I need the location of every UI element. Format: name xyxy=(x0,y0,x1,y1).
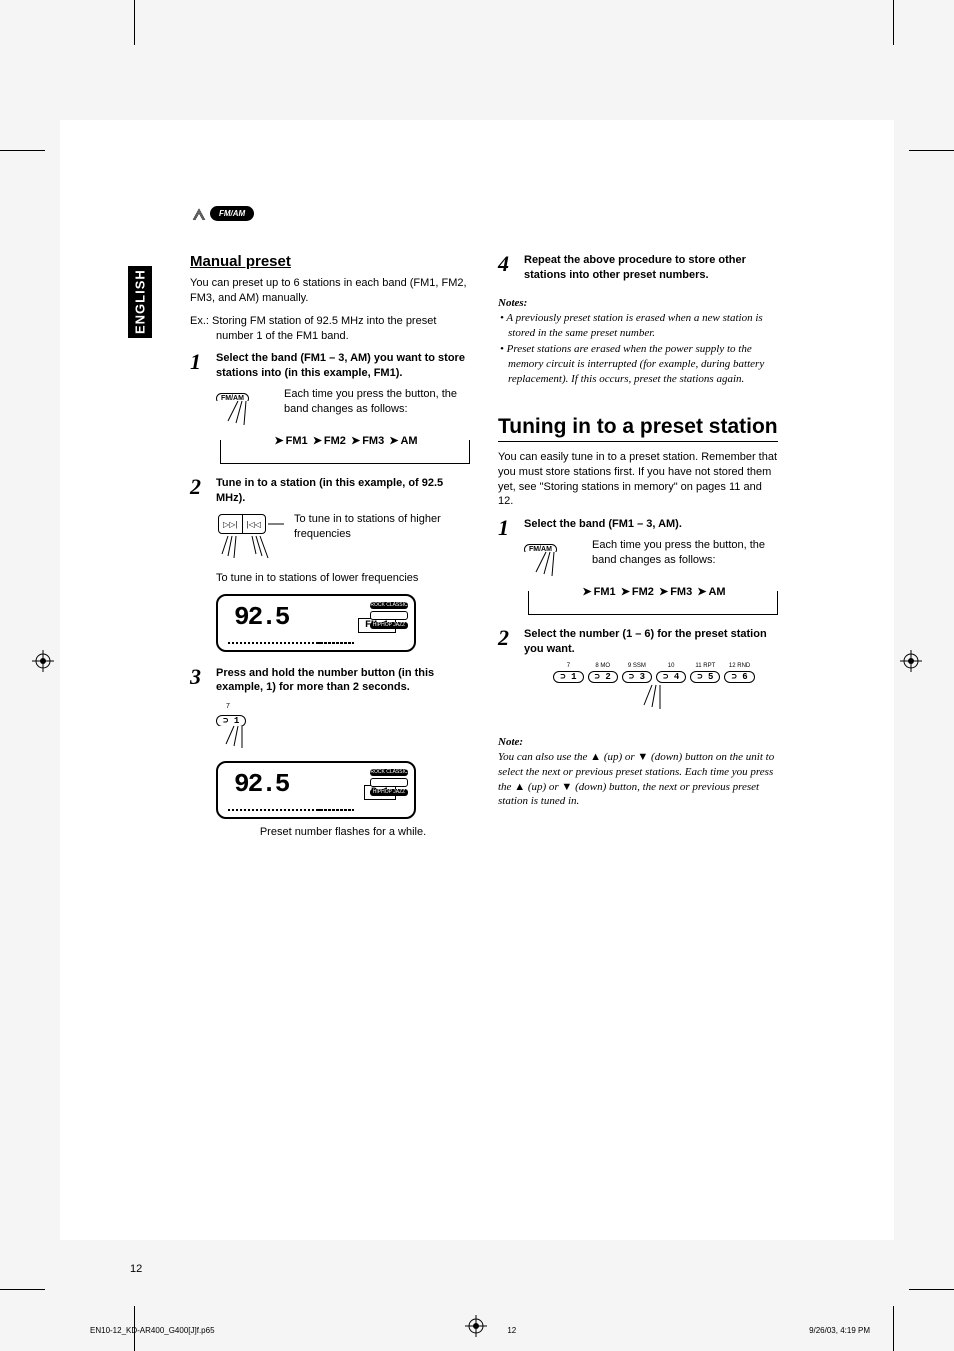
step-number: 2 xyxy=(498,627,516,718)
tune-higher-text: To tune in to stations of higher frequen… xyxy=(294,512,470,542)
step-number: 3 xyxy=(190,666,208,849)
r-step-1: 1 Select the band (FM1 – 3, AM). FM/AM E… xyxy=(498,517,778,619)
fm-am-button-illustration: FM/AM xyxy=(216,387,276,432)
cycle-am: AM xyxy=(708,586,725,598)
step-1: 1 Select the band (FM1 – 3, AM) you want… xyxy=(190,351,470,468)
language-tab: ENGLISH xyxy=(128,266,152,338)
step-number: 4 xyxy=(498,253,516,283)
crop-mark xyxy=(893,1306,894,1351)
manual-preset-heading: Manual preset xyxy=(190,253,470,270)
preset-label: 9 SSM xyxy=(628,663,646,669)
fm-am-badge: FM/AM xyxy=(210,206,254,221)
tuning-preset-intro: You can easily tune in to a preset stati… xyxy=(498,450,778,509)
tune-lower-text: To tune in to stations of lower frequenc… xyxy=(216,571,470,586)
preset-buttons-row: 7 ⊃ 1 8 MO ⊃ 2 9 SSM ⊃ 3 10 ⊃ 4 11 RPT ⊃ 5 12 RND ⊃… xyxy=(524,663,784,683)
step-4-heading: Repeat the above procedure to store othe… xyxy=(524,253,778,283)
display-panel-2: 92.5 P 1 ROCK CLASSIC HIPHOP JAZZ xyxy=(216,761,416,819)
step-number: 2 xyxy=(190,476,208,658)
fm-am-button-label: FM/AM xyxy=(216,393,249,401)
right-column: 4 Repeat the above procedure to store ot… xyxy=(498,253,778,848)
r-step-1-subtext: Each time you press the button, the band… xyxy=(592,538,778,568)
display-side-badges: ROCK CLASSIC HIPHOP JAZZ xyxy=(370,602,408,629)
step-3: 3 Press and hold the number button (in t… xyxy=(190,666,470,849)
antenna-icon xyxy=(192,207,206,221)
manual-preset-intro: You can preset up to 6 stations in each … xyxy=(190,276,470,306)
preset-button: ⊃ 1 xyxy=(553,671,583,683)
step-1-subtext: Each time you press the button, the band… xyxy=(284,387,470,417)
section-badge: FM/AM xyxy=(192,206,254,221)
crop-mark xyxy=(134,0,135,45)
cycle-fm3: FM3 xyxy=(362,435,384,447)
footer: EN10-12_KD-AR400_G400[J]f.p65 12 9/26/03… xyxy=(90,1326,870,1335)
step-number: 1 xyxy=(190,351,208,468)
cycle-am: AM xyxy=(400,435,417,447)
registration-mark-right xyxy=(900,650,922,672)
preset-label: 7 xyxy=(567,663,570,669)
step-3-caption: Preset number flashes for a while. xyxy=(216,825,470,840)
cycle-fm2: FM2 xyxy=(632,586,654,598)
crop-mark xyxy=(909,1289,954,1290)
preset-label: 8 MO xyxy=(595,663,610,669)
note-item: Preset stations are erased when the powe… xyxy=(508,342,778,387)
display-frequency: 92.5 xyxy=(234,602,288,632)
fm-am-button-illustration: FM/AM xyxy=(524,538,584,583)
footer-page: 12 xyxy=(507,1326,516,1335)
rocker-up: ▷▷| xyxy=(219,515,243,533)
cycle-fm2: FM2 xyxy=(324,435,346,447)
band-cycle-diagram: ➤FM1 ➤FM2 ➤FM3 ➤AM xyxy=(528,591,778,615)
cycle-fm1: FM1 xyxy=(286,435,308,447)
step-number: 1 xyxy=(498,517,516,619)
notes-list: A previously preset station is erased wh… xyxy=(498,311,778,387)
crop-mark xyxy=(893,0,894,45)
registration-mark-left xyxy=(32,650,54,672)
display-frequency: 92.5 xyxy=(234,769,288,799)
step-1-heading: Select the band (FM1 – 3, AM) you want t… xyxy=(216,351,470,381)
preset-button: ⊃ 4 xyxy=(656,671,686,683)
r-step-2: 2 Select the number (1 – 6) for the pres… xyxy=(498,627,778,718)
preset-button: ⊃ 5 xyxy=(690,671,720,683)
crop-mark xyxy=(909,150,954,151)
tuning-preset-heading: Tuning in to a preset station xyxy=(498,415,778,442)
preset-label: 12 RND xyxy=(729,663,750,669)
notes-heading: Notes: xyxy=(498,297,778,309)
step-3-heading: Press and hold the number button (in thi… xyxy=(216,666,470,696)
preset-label: 11 RPT xyxy=(695,663,715,669)
fm-am-button-label: FM/AM xyxy=(524,544,557,552)
step-2-heading: Tune in to a station (in this example, o… xyxy=(216,476,470,506)
preset-label: 10 xyxy=(668,663,675,669)
example-text: Ex.: Storing FM station of 92.5 MHz into… xyxy=(190,314,470,344)
r-step-2-heading: Select the number (1 – 6) for the preset… xyxy=(524,627,784,657)
rocker-button-illustration: ▷▷||◁◁ xyxy=(216,512,286,567)
r-step-1-heading: Select the band (FM1 – 3, AM). xyxy=(524,517,778,532)
display-panel-1: 92.5 FM 1 ROCK CLASSIC HIPHOP JAZZ xyxy=(216,594,416,652)
page-number: 12 xyxy=(130,1263,142,1275)
preset-button-illustration: 7 ⊃ 1 xyxy=(216,703,470,755)
crop-mark xyxy=(0,150,45,151)
preset-button: ⊃ 2 xyxy=(588,671,618,683)
step-2: 2 Tune in to a station (in this example,… xyxy=(190,476,470,658)
left-column: Manual preset You can preset up to 6 sta… xyxy=(190,253,470,848)
preset-button-num: 7 xyxy=(226,703,470,710)
note-item: A previously preset station is erased wh… xyxy=(508,311,778,341)
rocker-down: |◁◁ xyxy=(243,515,266,533)
cycle-fm1: FM1 xyxy=(594,586,616,598)
step-4: 4 Repeat the above procedure to store ot… xyxy=(498,253,778,283)
note-text: You can also use the ▲ (up) or ▼ (down) … xyxy=(498,750,778,809)
press-lines-icon xyxy=(524,683,784,713)
note-heading: Note: xyxy=(498,736,778,748)
crop-mark xyxy=(0,1289,45,1290)
display-side-badges: ROCK CLASSIC HIPHOP JAZZ xyxy=(370,769,408,796)
preset-button-1: ⊃ 1 xyxy=(216,715,246,726)
preset-button: ⊃ 3 xyxy=(622,671,652,683)
footer-date: 9/26/03, 4:19 PM xyxy=(809,1326,870,1335)
footer-filename: EN10-12_KD-AR400_G400[J]f.p65 xyxy=(90,1326,215,1335)
band-cycle-diagram: ➤FM1 ➤FM2 ➤FM3 ➤AM xyxy=(220,440,470,464)
cycle-fm3: FM3 xyxy=(670,586,692,598)
preset-button: ⊃ 6 xyxy=(724,671,754,683)
